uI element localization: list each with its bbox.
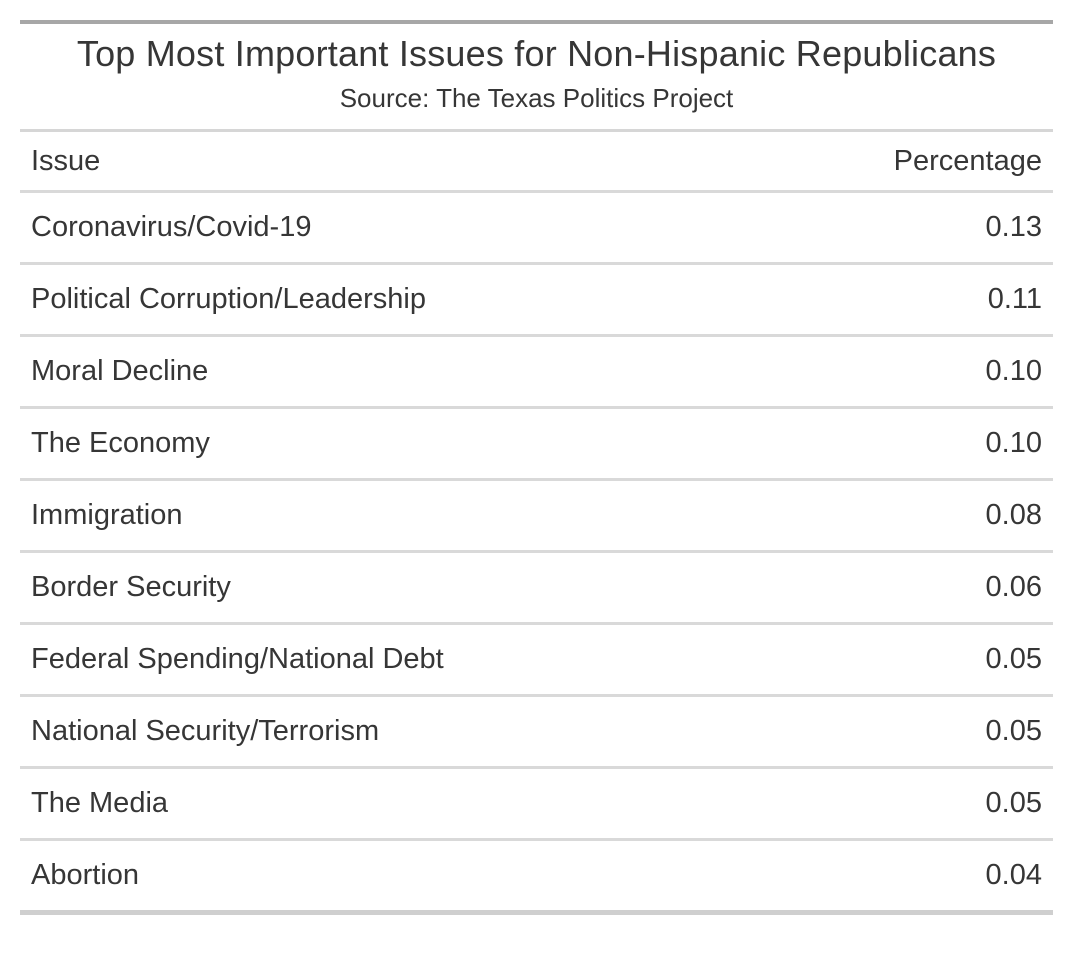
percentage-cell: 0.05 — [985, 787, 1042, 819]
issues-table: Top Most Important Issues for Non-Hispan… — [20, 20, 1053, 915]
table-row: Coronavirus/Covid-19 0.13 — [20, 193, 1053, 265]
issue-cell: The Economy — [31, 427, 210, 459]
table-heading: Top Most Important Issues for Non-Hispan… — [20, 24, 1053, 132]
issue-cell: The Media — [31, 787, 169, 819]
percentage-cell: 0.10 — [985, 427, 1042, 459]
table-subtitle: Source: The Texas Politics Project — [339, 83, 734, 113]
percentage-cell: 0.06 — [985, 571, 1042, 603]
table-row: Border Security 0.06 — [20, 553, 1053, 625]
column-header-issue: Issue — [31, 144, 101, 177]
table-row: Federal Spending/National Debt 0.05 — [20, 625, 1053, 697]
issue-cell: Coronavirus/Covid-19 — [31, 211, 312, 243]
percentage-cell: 0.11 — [987, 283, 1042, 315]
table-row: Moral Decline 0.10 — [20, 337, 1053, 409]
table-row: The Economy 0.10 — [20, 409, 1053, 481]
issue-cell: Border Security — [31, 571, 231, 603]
issue-cell: National Security/Terrorism — [31, 715, 380, 747]
issue-cell: Immigration — [31, 499, 183, 531]
table-row: The Media 0.05 — [20, 769, 1053, 841]
screenshot-root: Top Most Important Issues for Non-Hispan… — [0, 20, 1073, 958]
table-row: Political Corruption/Leadership 0.11 — [20, 265, 1053, 337]
percentage-cell: 0.05 — [985, 715, 1042, 747]
issue-cell: Abortion — [31, 859, 140, 891]
issue-cell: Moral Decline — [31, 355, 209, 387]
table-row: Immigration 0.08 — [20, 481, 1053, 553]
table-row: Abortion 0.04 — [20, 841, 1053, 915]
column-header-row: Issue Percentage — [20, 132, 1053, 193]
percentage-cell: 0.13 — [985, 211, 1042, 243]
table-body: Coronavirus/Covid-19 0.13 Political Corrup… — [20, 193, 1053, 915]
percentage-cell: 0.05 — [985, 643, 1042, 675]
table-title: Top Most Important Issues for Non-Hispan… — [76, 33, 997, 74]
table-row: National Security/Terrorism 0.05 — [20, 697, 1053, 769]
percentage-cell: 0.10 — [985, 355, 1042, 387]
issue-cell: Political Corruption/Leadership — [31, 283, 426, 315]
percentage-cell: 0.08 — [985, 499, 1042, 531]
percentage-cell: 0.04 — [985, 859, 1042, 891]
column-header-percentage: Percentage — [893, 144, 1042, 177]
issue-cell: Federal Spending/National Debt — [31, 643, 444, 675]
